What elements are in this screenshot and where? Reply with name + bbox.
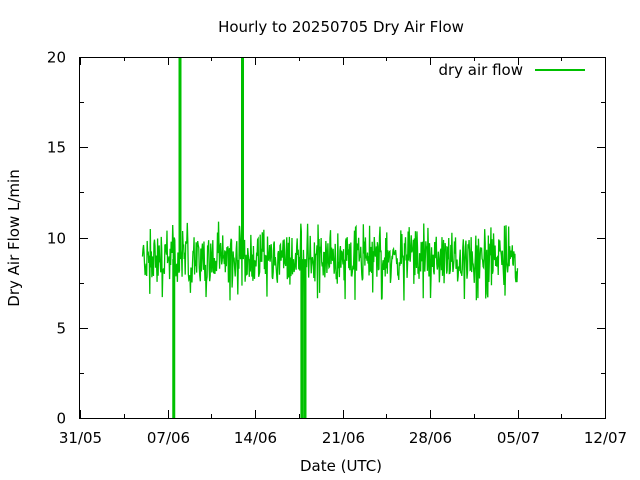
legend: dry air flow — [438, 61, 585, 79]
y-tick-label: 10 — [47, 230, 66, 248]
x-tick-label: 28/06 — [409, 429, 452, 447]
chart-title: Hourly to 20250705 Dry Air Flow — [218, 18, 464, 36]
y-tick-label: 0 — [56, 410, 66, 428]
legend-label: dry air flow — [438, 61, 523, 79]
x-axis-label: Date (UTC) — [300, 457, 382, 475]
ticks-layer: 0 5 10 15 20 31/05 07/06 14/06 21/06 28/06 05/07 12… — [47, 49, 627, 448]
plot-frame — [79, 57, 606, 419]
x-tick-label: 05/07 — [497, 429, 540, 447]
x-tick-label: 14/06 — [234, 429, 277, 447]
series-layer — [141, 56, 519, 419]
x-tick-label: 07/06 — [147, 429, 190, 447]
series-line-dry-air-flow — [141, 56, 519, 419]
y-tick-label: 5 — [56, 320, 66, 338]
x-tick-label: 21/06 — [322, 429, 365, 447]
y-axis-label: Dry Air Flow L/min — [5, 169, 23, 306]
y-tick-label: 20 — [47, 49, 66, 67]
y-tick-label: 15 — [47, 139, 66, 157]
x-tick-label: 31/05 — [59, 429, 102, 447]
x-tick-label: 12/07 — [584, 429, 627, 447]
